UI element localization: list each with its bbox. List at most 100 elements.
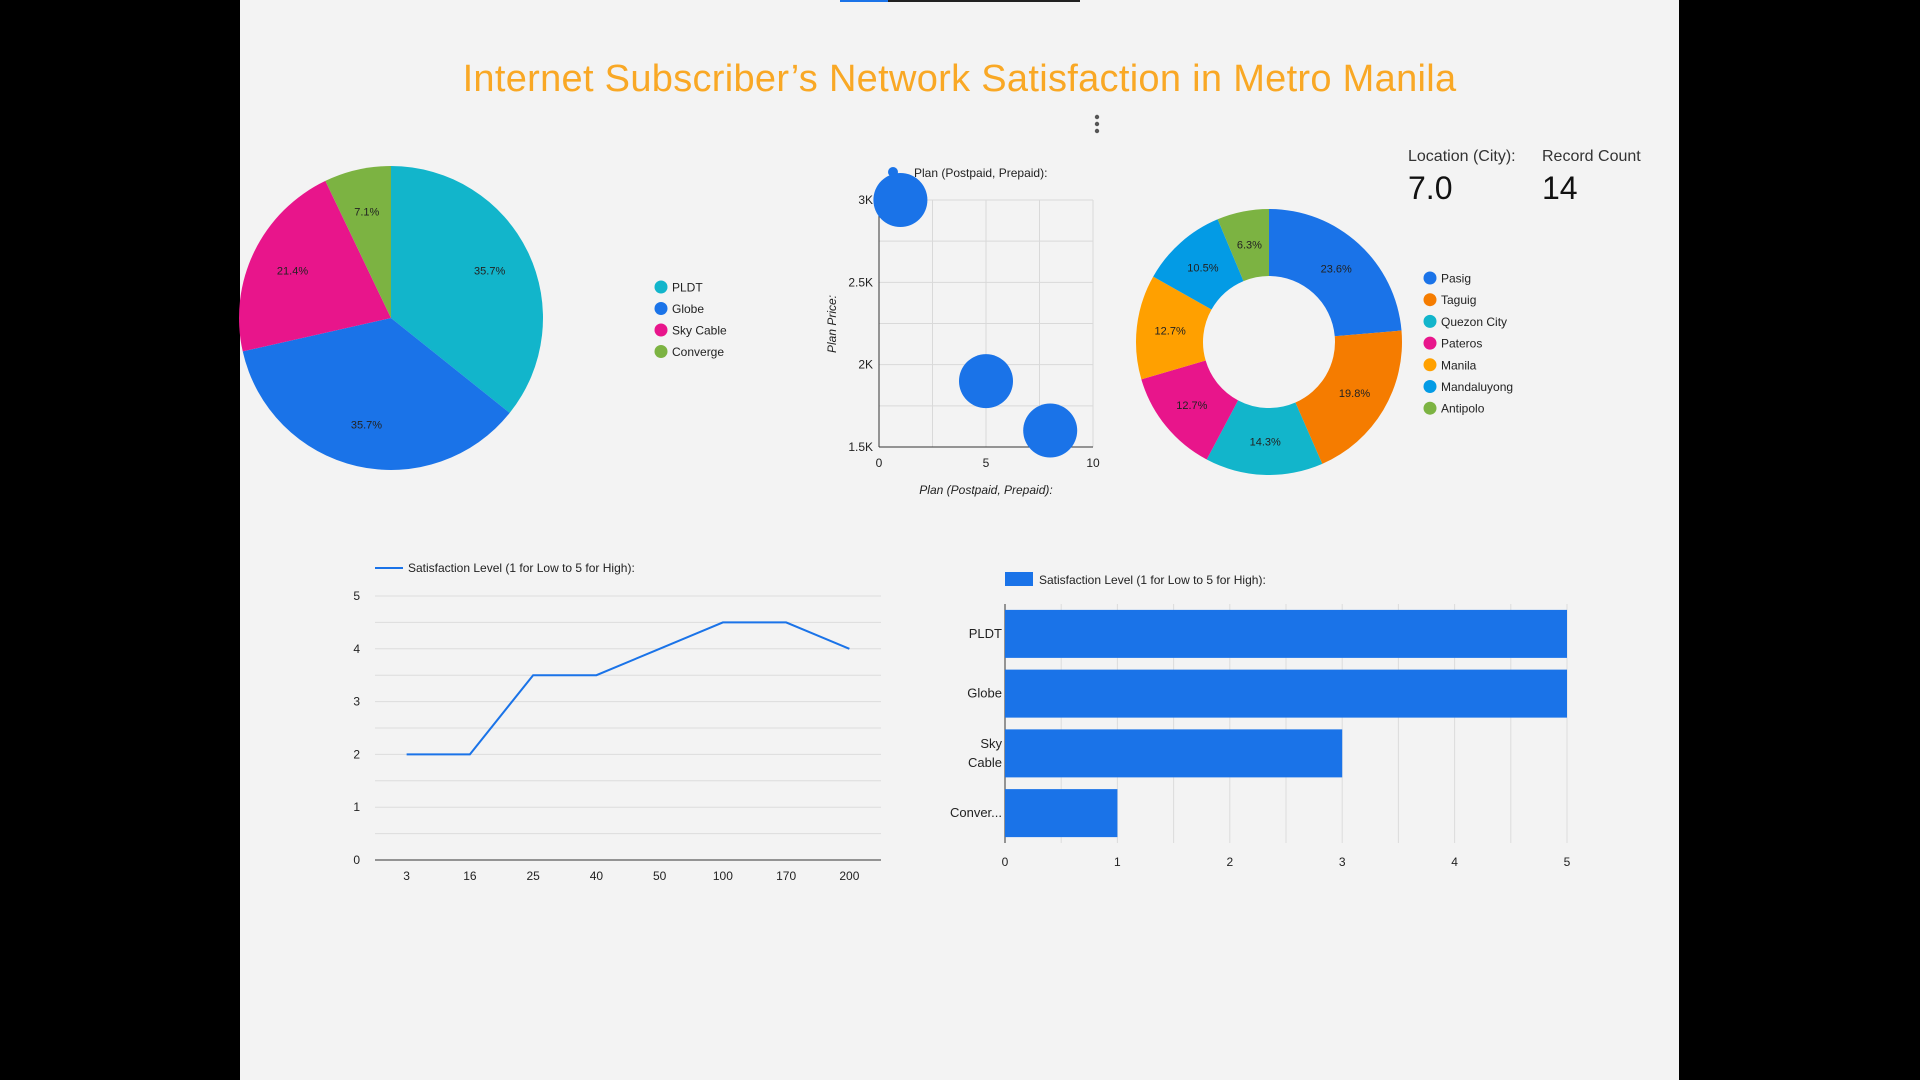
x-tick-label: 2 [1226,855,1233,869]
x-axis-title: Plan (Postpaid, Prepaid): [919,483,1052,497]
legend-swatch [1423,293,1437,307]
pie-slice-label: 7.1% [354,206,379,218]
legend-swatch [1423,314,1437,328]
x-tick-label: 1 [1114,855,1121,869]
scatter-point [959,354,1013,409]
x-tick-label: 5 [1564,855,1571,869]
legend-label: Satisfaction Level (1 for Low to 5 for H… [408,561,635,575]
donut-slice [1269,209,1402,337]
plan-price-scatter-chart: 1.5K 2K 2.5K 3K 0 5 10 Plan (Postpaid, Prepaid)… [825,166,1100,497]
legend-label: Pateros [1441,337,1482,351]
legend-label: Mandaluyong [1441,380,1513,394]
legend-label: Pasig [1441,272,1471,286]
pie-slice [391,166,543,413]
x-tick-label: 5 [983,456,990,470]
y-tick-label: 1.5K [848,440,873,454]
category-label: Cable [968,755,1002,770]
legend-swatch [654,323,668,337]
city-donut-chart: 23.6% 19.8% 14.3% 12.7% 12.7% 10.5% 6.3% Pasig T… [1136,209,1513,475]
legend-label: Taguig [1441,293,1476,307]
donut-slice-label: 6.3% [1237,239,1262,251]
donut-slice [1141,360,1239,460]
legend-swatch [654,280,668,294]
donut-slice [1136,276,1212,380]
kpi-record-count-value: 14 [1542,170,1578,206]
category-label: PLDT [969,626,1002,641]
category-label: Sky [980,736,1002,751]
y-tick-label: 3K [858,193,873,207]
legend-label: Plan (Postpaid, Prepaid): [914,166,1047,180]
y-tick-label: 2.5K [848,275,873,289]
legend-swatch [1005,572,1033,586]
donut-slice-label: 10.5% [1187,263,1218,275]
y-tick-label: 2 [353,747,360,761]
pie-slice [242,318,510,470]
legend-swatch [1423,401,1437,415]
satisfaction-line-chart: 0 1 2 3 4 5 3 16 25 40 50 100 170 200 Satisfaction Lev… [353,561,881,883]
legend-label: Globe [672,302,704,316]
pie-slice [325,166,391,318]
kpi-location-value: 7.0 [1408,170,1453,206]
x-tick-label: 16 [463,869,477,883]
legend-label: Manila [1441,358,1477,372]
y-tick-label: 1 [353,800,360,814]
donut-slice [1206,400,1323,475]
legend-swatch [1423,336,1437,350]
donut-slice-label: 12.7% [1155,326,1186,338]
x-tick-label: 0 [876,456,883,470]
donut-slice-label: 14.3% [1250,436,1281,448]
report-canvas: Internet Subscriber’s Network Satisfacti… [239,0,1679,1080]
legend-label: PLDT [672,281,703,295]
provider-pie-chart: 35.7% 35.7% 21.4% 7.1% PLDT Globe Sky Cable Con… [239,166,727,470]
x-tick-label: 0 [1002,855,1009,869]
donut-slice-label: 12.7% [1176,400,1207,412]
donut-slice [1153,219,1244,310]
x-tick-label: 200 [839,869,859,883]
y-tick-label: 0 [353,853,360,867]
more-vert-icon[interactable] [1085,112,1109,136]
legend-swatch [1423,358,1437,372]
x-tick-label: 3 [1339,855,1346,869]
legend-label: Satisfaction Level (1 for Low to 5 for H… [1039,573,1266,587]
category-label: Globe [967,686,1002,701]
y-tick-label: 2K [858,358,873,372]
kpi-record-count-label: Record Count [1542,148,1641,165]
legend-swatch [1423,271,1437,285]
legend-swatch [1423,380,1437,393]
page-tab-indicator[interactable] [840,0,1080,2]
x-tick-label: 40 [590,869,604,883]
page-tab-active-accent [840,0,888,2]
legend-swatch [654,302,668,315]
x-tick-label: 25 [526,869,540,883]
legend-label: Quezon City [1441,315,1507,329]
bar [1005,789,1118,838]
x-tick-label: 10 [1086,456,1100,470]
provider-satisfaction-bar-chart: 0 1 2 3 4 5 PLDT Globe Sky Cable Conver... Satisfac… [950,572,1571,869]
charts-layer: 35.7% 35.7% 21.4% 7.1% PLDT Globe Sky Cable Con… [239,166,1571,883]
series-line [406,621,850,756]
bar [1005,609,1567,658]
donut-slice-label: 19.8% [1339,388,1370,400]
donut-slice [1217,209,1269,282]
x-tick-label: 100 [713,869,733,883]
donut-slice-label: 23.6% [1321,264,1352,276]
scatter-point [1023,403,1078,458]
x-tick-label: 3 [403,869,410,883]
donut-slice [1295,330,1402,464]
x-tick-label: 170 [776,869,796,883]
bar [1005,729,1343,778]
pie-slice [239,180,391,352]
x-tick-label: 4 [1451,855,1458,869]
legend-label: Sky Cable [672,324,727,338]
bar [1005,669,1567,718]
legend-label: Converge [672,345,724,359]
legend-swatch [654,345,668,358]
page-title: Internet Subscriber’s Network Satisfacti… [462,58,1457,100]
kpi-location-label: Location (City): [1408,148,1516,165]
pie-slice-label: 21.4% [277,265,308,277]
y-tick-label: 3 [353,695,360,709]
x-tick-label: 50 [653,869,667,883]
pie-slice-label: 35.7% [351,420,382,432]
y-tick-label: 5 [353,589,360,603]
legend-label: Antipolo [1441,402,1485,416]
